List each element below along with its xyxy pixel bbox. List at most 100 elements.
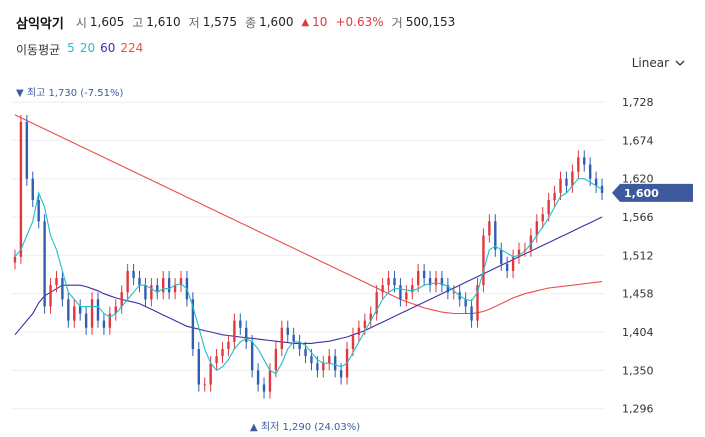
candle-body — [571, 171, 574, 186]
candle-body — [482, 235, 485, 286]
close-label: 종 — [245, 15, 257, 30]
candle-body — [583, 157, 586, 165]
candle-body — [120, 292, 123, 307]
volume-label: 거 — [391, 15, 403, 30]
candle-body — [357, 327, 361, 335]
candle-body — [49, 285, 52, 307]
y-tick-label: 1,512 — [622, 249, 654, 262]
candle-body — [411, 285, 414, 293]
candle-body — [523, 249, 527, 251]
candle-body — [221, 349, 224, 357]
candle-body — [43, 221, 46, 307]
change-percent: +0.63% — [335, 15, 384, 29]
low-value: 1,575 — [202, 15, 238, 29]
ma-224-polyline — [14, 114, 603, 315]
candle-body — [138, 278, 141, 286]
candle-body — [511, 256, 515, 271]
candle-body — [209, 363, 212, 385]
candle-body — [203, 384, 206, 386]
price-tag-shape — [612, 183, 693, 202]
high-label: 고 — [132, 15, 144, 30]
candle-body — [541, 214, 544, 222]
low-label: 저 — [188, 15, 200, 30]
y-tick-label: 1,296 — [622, 403, 654, 416]
candle-body — [268, 370, 272, 392]
candle-body — [559, 178, 562, 193]
candle-body — [339, 370, 343, 378]
candle-body — [304, 349, 307, 357]
candle-body — [191, 299, 195, 350]
change-arrow-icon: ▲ — [301, 16, 310, 28]
scale-selector[interactable]: Linear — [632, 56, 685, 70]
ma-224-label: 224 — [120, 41, 144, 55]
y-tick-label: 1,620 — [622, 173, 654, 186]
candle-body — [156, 285, 159, 293]
ma-60-polyline — [14, 216, 603, 344]
y-axis: 1,728 1,674 1,620 1,566 1,512 1,458 1,404 1,350… — [622, 96, 654, 416]
candle-body — [387, 278, 390, 286]
candle-body — [78, 306, 82, 314]
candle-body — [144, 285, 147, 300]
ma-20-label: 20 — [79, 41, 96, 55]
candle-body — [132, 270, 135, 279]
open-label: 시 — [75, 15, 87, 30]
candle-body — [162, 278, 165, 293]
candle-body — [19, 121, 23, 257]
y-tick-label: 1,404 — [622, 326, 654, 339]
volume-value: 500,153 — [405, 15, 456, 29]
change-value: 10 — [312, 15, 328, 29]
candle-body — [517, 249, 521, 257]
candle-body — [84, 313, 88, 328]
candle-body — [529, 235, 533, 250]
candle-body — [535, 221, 539, 236]
candle-body — [55, 278, 58, 286]
candle-body — [310, 356, 313, 364]
y-tick-label: 1,674 — [622, 134, 654, 147]
low-annotation: ▲ 최저 1,290 (24.03%) — [250, 422, 361, 433]
candle-body — [381, 285, 384, 293]
candle-body — [588, 164, 592, 179]
candle-body — [363, 320, 367, 328]
candle-body — [173, 285, 177, 293]
y-tick-label: 1,566 — [622, 211, 654, 224]
candle-body — [470, 306, 473, 321]
candle-body — [179, 278, 183, 286]
price-tag-label: 1,600 — [624, 187, 659, 200]
ma-60-line — [14, 216, 603, 344]
candle-body — [577, 157, 580, 172]
candle-body — [292, 334, 295, 342]
chevron-down-icon — [675, 56, 685, 70]
candle-body — [594, 178, 598, 186]
candle-body — [393, 278, 396, 286]
ma-5-line — [14, 178, 603, 375]
candles — [13, 114, 604, 399]
moving-average-legend[interactable]: 이동평균 5 20 60 224 — [16, 41, 143, 58]
current-price-tag: 1,600 — [612, 183, 693, 202]
candle-body — [322, 363, 325, 371]
scale-label: Linear — [631, 56, 669, 70]
candle-body — [405, 292, 408, 300]
candle-body — [239, 320, 242, 328]
open-value: 1,605 — [89, 15, 125, 29]
candle-body — [114, 306, 117, 314]
moving-average-label: 이동평균 — [16, 43, 61, 57]
candle-body — [434, 278, 438, 286]
candle-body — [452, 292, 455, 294]
candle-body — [108, 313, 112, 328]
candle-body — [215, 356, 218, 364]
ma-5-label: 5 — [67, 41, 75, 55]
candle-body — [96, 299, 100, 321]
candle-body — [440, 278, 444, 286]
candle-body — [37, 200, 40, 222]
candle-body — [464, 299, 467, 307]
candle-body — [227, 341, 230, 350]
candle-body — [102, 320, 106, 328]
candle-body — [316, 363, 319, 371]
candle-body — [375, 292, 378, 314]
candle-body — [333, 356, 337, 371]
candle-body — [351, 334, 355, 350]
candle-body — [298, 341, 301, 350]
candle-body — [553, 192, 556, 200]
candle-body — [73, 306, 76, 321]
